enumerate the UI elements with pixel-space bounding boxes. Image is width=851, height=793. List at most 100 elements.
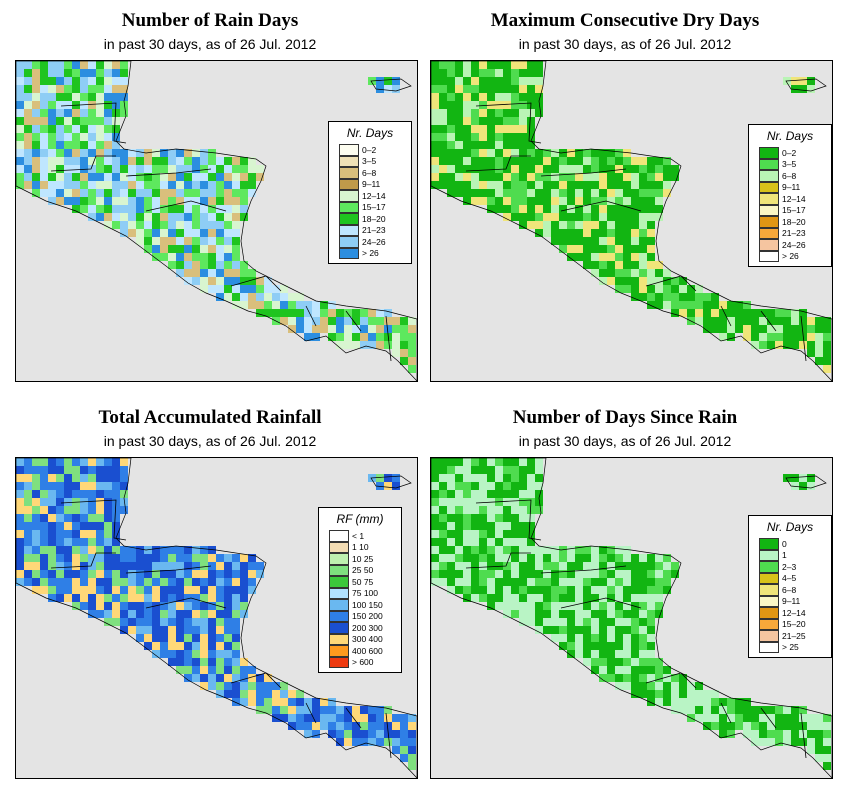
panel-subtitle: in past 30 days, as of 26 Jul. 2012 bbox=[518, 433, 732, 449]
data-cell bbox=[703, 301, 711, 309]
data-cell bbox=[272, 690, 280, 698]
data-cell bbox=[24, 482, 32, 490]
data-cell bbox=[64, 165, 72, 173]
data-cell bbox=[56, 93, 64, 101]
data-cell bbox=[543, 205, 551, 213]
data-cell bbox=[511, 522, 519, 530]
data-cell bbox=[439, 117, 447, 125]
data-cell bbox=[479, 522, 487, 530]
data-cell bbox=[216, 634, 224, 642]
data-cell bbox=[511, 181, 519, 189]
data-cell bbox=[32, 157, 40, 165]
legend-label: 18–20 bbox=[782, 216, 806, 227]
data-cell bbox=[136, 634, 144, 642]
data-cell bbox=[208, 213, 216, 221]
data-cell bbox=[120, 149, 128, 157]
data-cell bbox=[96, 109, 104, 117]
data-cell bbox=[495, 474, 503, 482]
legend-label: 9–11 bbox=[782, 596, 801, 607]
data-cell bbox=[104, 85, 112, 93]
data-cell bbox=[575, 213, 583, 221]
data-cell bbox=[447, 458, 455, 466]
data-cell bbox=[487, 522, 495, 530]
data-cell bbox=[743, 730, 751, 738]
data-cell bbox=[527, 197, 535, 205]
data-cell bbox=[575, 562, 583, 570]
data-cell bbox=[671, 570, 679, 578]
data-cell bbox=[551, 546, 559, 554]
data-cell bbox=[823, 357, 831, 365]
data-cell bbox=[96, 181, 104, 189]
data-cell bbox=[559, 221, 567, 229]
data-cell bbox=[519, 570, 527, 578]
data-cell bbox=[591, 173, 599, 181]
data-cell bbox=[695, 682, 703, 690]
data-cell bbox=[527, 61, 535, 69]
data-cell bbox=[16, 514, 24, 522]
data-cell bbox=[168, 626, 176, 634]
legend-item: 24–26 bbox=[339, 236, 411, 248]
data-cell bbox=[88, 197, 96, 205]
data-cell bbox=[80, 570, 88, 578]
data-cell bbox=[471, 149, 479, 157]
data-cell bbox=[615, 658, 623, 666]
data-cell bbox=[200, 650, 208, 658]
data-cell bbox=[695, 690, 703, 698]
data-cell bbox=[623, 165, 631, 173]
data-cell bbox=[104, 205, 112, 213]
data-cell bbox=[216, 578, 224, 586]
data-cell bbox=[64, 157, 72, 165]
data-cell bbox=[72, 117, 80, 125]
data-cell bbox=[152, 237, 160, 245]
data-cell bbox=[767, 706, 775, 714]
data-cell bbox=[591, 642, 599, 650]
data-cell bbox=[64, 570, 72, 578]
data-cell bbox=[567, 578, 575, 586]
data-cell bbox=[527, 205, 535, 213]
data-cell bbox=[439, 498, 447, 506]
data-cell bbox=[639, 293, 647, 301]
data-cell bbox=[583, 546, 591, 554]
data-cell bbox=[144, 626, 152, 634]
data-cell bbox=[56, 69, 64, 77]
data-cell bbox=[615, 269, 623, 277]
data-cell bbox=[184, 642, 192, 650]
data-cell bbox=[120, 205, 128, 213]
data-cell bbox=[567, 221, 575, 229]
data-cell bbox=[767, 309, 775, 317]
data-cell bbox=[503, 562, 511, 570]
data-cell bbox=[455, 554, 463, 562]
data-cell bbox=[527, 117, 535, 125]
data-cell bbox=[104, 490, 112, 498]
legend-label: 75 100 bbox=[352, 588, 378, 599]
data-cell bbox=[152, 546, 160, 554]
data-cell bbox=[64, 498, 72, 506]
data-cell bbox=[479, 149, 487, 157]
data-cell bbox=[647, 650, 655, 658]
legend-item: < 1 bbox=[329, 530, 401, 542]
data-cell bbox=[72, 578, 80, 586]
data-cell bbox=[463, 125, 471, 133]
data-cell bbox=[240, 181, 248, 189]
data-cell bbox=[368, 730, 376, 738]
data-cell bbox=[24, 458, 32, 466]
data-cell bbox=[487, 181, 495, 189]
data-cell bbox=[104, 498, 112, 506]
data-cell bbox=[80, 466, 88, 474]
data-cell bbox=[815, 754, 823, 762]
data-cell bbox=[583, 642, 591, 650]
data-cell bbox=[455, 522, 463, 530]
data-cell bbox=[72, 85, 80, 93]
data-cell bbox=[208, 570, 216, 578]
data-cell bbox=[96, 173, 104, 181]
data-cell bbox=[72, 594, 80, 602]
data-cell bbox=[232, 237, 240, 245]
legend-swatch bbox=[339, 213, 359, 225]
data-cell bbox=[647, 642, 655, 650]
data-cell bbox=[160, 594, 168, 602]
data-cell bbox=[216, 658, 224, 666]
data-cell bbox=[48, 498, 56, 506]
data-cell bbox=[519, 586, 527, 594]
data-cell bbox=[200, 666, 208, 674]
data-cell bbox=[519, 189, 527, 197]
